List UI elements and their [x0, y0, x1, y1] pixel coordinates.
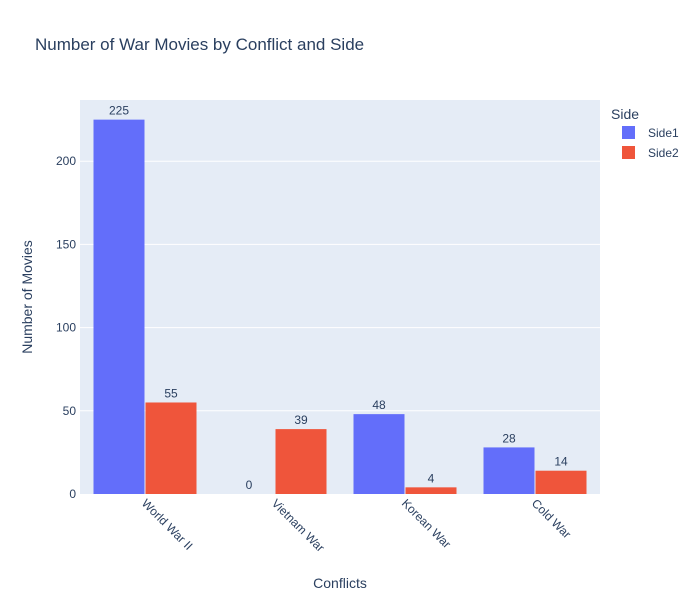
- data-label: 28: [502, 431, 516, 445]
- data-label: 0: [246, 478, 253, 492]
- bar-side2-3: [535, 470, 587, 494]
- chart-title: Number of War Movies by Conflict and Sid…: [35, 35, 364, 54]
- bar-side1-0: [93, 119, 145, 494]
- bars-group: [93, 119, 587, 494]
- data-labels-group: 225 55 0 39 48 4 28 14: [109, 104, 568, 492]
- bar-side2-0: [145, 402, 197, 494]
- data-label: 55: [164, 386, 178, 400]
- data-label: 39: [294, 413, 308, 427]
- x-tick-label: Korean War: [399, 496, 454, 551]
- y-tick-label: 100: [56, 321, 76, 335]
- x-axis-ticks: World War II Vietnam War Korean War Cold Wa…: [139, 496, 574, 554]
- legend-swatch: [622, 146, 635, 159]
- y-tick-label: 150: [56, 237, 76, 251]
- legend-label: Side2: [648, 146, 679, 160]
- data-label: 48: [372, 398, 386, 412]
- legend-title: Side: [611, 106, 639, 122]
- legend-swatch: [622, 126, 635, 139]
- data-label: 225: [109, 104, 129, 118]
- legend: Side Side1 Side2: [611, 106, 679, 160]
- x-tick-label: World War II: [139, 496, 196, 553]
- y-axis-title: Number of Movies: [19, 240, 35, 354]
- y-tick-label: 0: [69, 487, 76, 501]
- legend-label: Side1: [648, 126, 679, 140]
- bar-side2-1: [275, 429, 327, 494]
- bar-side1-3: [483, 447, 535, 494]
- y-tick-label: 200: [56, 154, 76, 168]
- data-label: 14: [554, 455, 568, 469]
- x-tick-label: Cold War: [529, 496, 574, 541]
- data-label: 4: [428, 471, 435, 485]
- x-axis-title: Conflicts: [313, 575, 367, 591]
- bar-side2-2: [405, 487, 457, 494]
- y-axis-ticks: 0 50 100 150 200: [56, 154, 76, 501]
- y-tick-label: 50: [63, 404, 77, 418]
- bar-side1-2: [353, 414, 405, 494]
- x-tick-label: Vietnam War: [269, 496, 327, 554]
